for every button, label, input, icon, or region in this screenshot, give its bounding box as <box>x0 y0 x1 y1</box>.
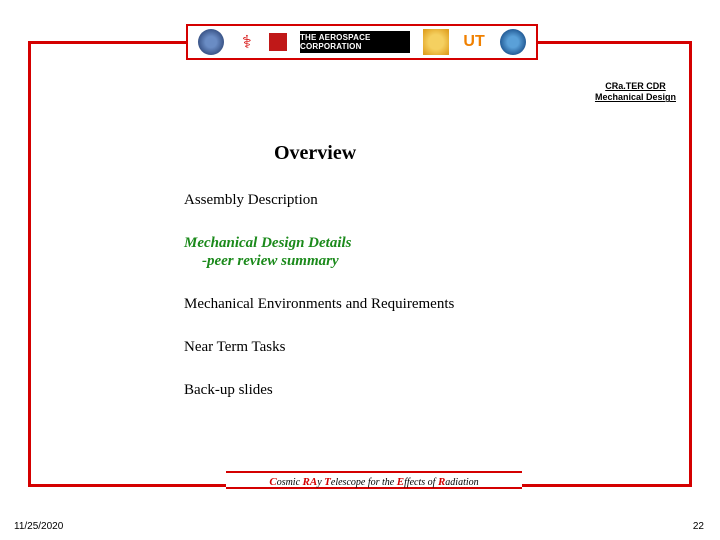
ut-logo: UT <box>461 29 487 55</box>
figures-logo-icon: ⚕ <box>237 29 257 55</box>
highlight-sub: -peer review summary <box>202 253 604 270</box>
overview-item: Assembly Description <box>184 192 604 209</box>
overview-item: Near Term Tasks <box>184 339 604 356</box>
aerospace-logo: THE AEROSPACE CORPORATION <box>300 31 410 53</box>
seal-logo-icon <box>198 29 224 55</box>
logo-bar: ⚕ THE AEROSPACE CORPORATION UT <box>186 24 538 60</box>
slide-title: Overview <box>274 142 356 165</box>
overview-item-highlight: Mechanical Design Details -peer review s… <box>184 235 604 270</box>
noaa-logo-icon <box>500 29 526 55</box>
header-line2: Mechanical Design <box>595 92 676 102</box>
gold-seal-logo-icon <box>423 29 449 55</box>
footer-date: 11/25/2020 <box>14 521 63 532</box>
page-number: 22 <box>693 521 704 532</box>
overview-item: Mechanical Environments and Requirements <box>184 296 604 313</box>
footer-acronym: Cosmic RAy Telescope for the Effects of … <box>226 471 522 489</box>
highlight-main: Mechanical Design Details <box>184 235 352 251</box>
header-line1: CRa.TER CDR <box>605 81 666 91</box>
content-list: Assembly Description Mechanical Design D… <box>184 192 604 426</box>
header-label: CRa.TER CDR Mechanical Design <box>595 81 676 104</box>
red-square-logo-icon <box>269 33 287 51</box>
overview-item: Back-up slides <box>184 382 604 399</box>
